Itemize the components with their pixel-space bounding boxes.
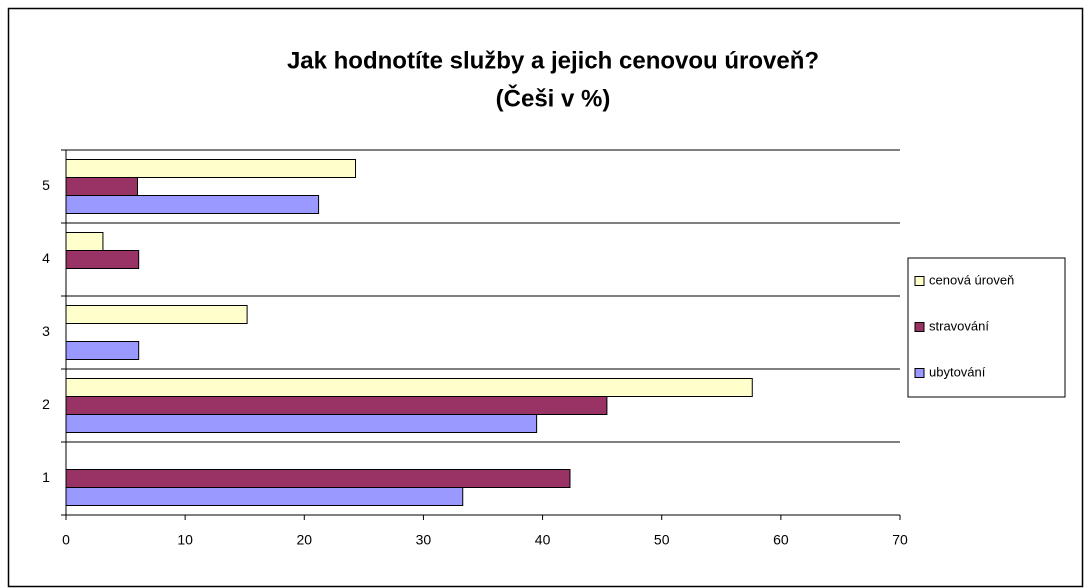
x-tick-label: 60: [773, 532, 789, 548]
y-tick-label: 5: [42, 177, 50, 193]
bar: [65, 159, 357, 178]
legend-box: [907, 257, 1066, 398]
legend-swatch: [914, 276, 925, 286]
x-tick-label: 30: [416, 532, 432, 548]
x-tick-label: 10: [177, 532, 193, 548]
legend-swatch: [914, 322, 925, 332]
y-tick-label: 3: [42, 323, 50, 339]
bar: [65, 487, 464, 506]
y-tick-label: 1: [42, 469, 50, 485]
bar: [65, 177, 138, 196]
bar: [65, 469, 571, 488]
y-tick-label: 2: [42, 396, 50, 412]
legend-swatch: [914, 368, 925, 378]
x-tick-label: 40: [535, 532, 551, 548]
bar: [65, 305, 248, 324]
bar: [65, 396, 608, 415]
legend-label: cenová úroveň: [929, 272, 1014, 287]
legend-label: ubytování: [929, 364, 986, 379]
bar: [65, 414, 538, 433]
x-tick-label: 0: [62, 532, 70, 548]
x-tick-label: 50: [654, 532, 670, 548]
bar: [65, 250, 140, 269]
chart-subtitle: (Češi v %): [496, 84, 611, 112]
x-tick-label: 70: [892, 532, 908, 548]
y-tick-label: 4: [42, 250, 50, 266]
bar: [65, 378, 753, 397]
legend-label: stravování: [929, 318, 989, 333]
bar: [65, 195, 320, 214]
x-tick-label: 20: [296, 532, 312, 548]
bar: [65, 341, 140, 360]
bar: [65, 232, 104, 251]
chart-title: Jak hodnotíte služby a jejich cenovou úr…: [287, 47, 819, 74]
